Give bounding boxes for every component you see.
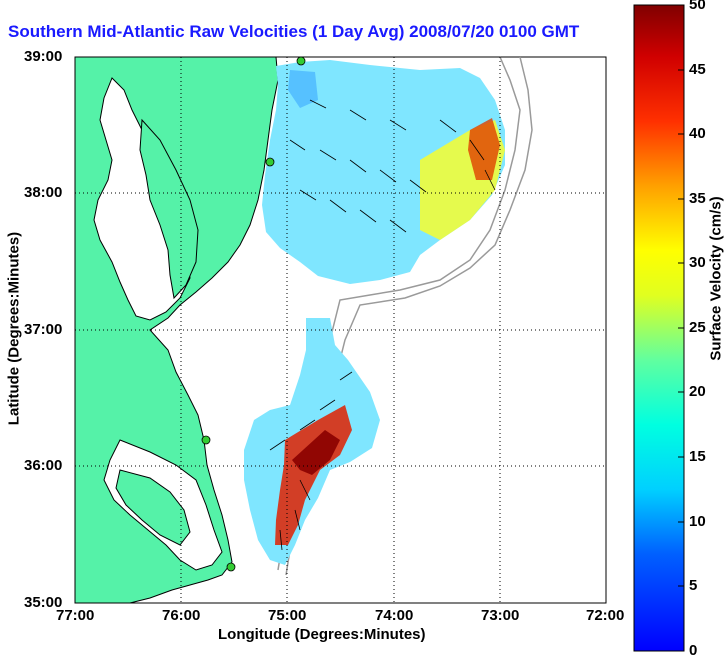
delmarva-peninsula xyxy=(139,118,199,300)
colorbar-tick-label: 40 xyxy=(689,125,706,142)
radar-site-marker xyxy=(201,435,211,445)
x-tick-label: 74:00 xyxy=(375,607,414,624)
velocity-field-south-speed-max xyxy=(292,430,340,475)
y-tick-label: 36:00 xyxy=(24,457,63,474)
colorbar-tick-label: 5 xyxy=(689,577,698,594)
grid-lines xyxy=(75,57,606,603)
radar-site-marker xyxy=(226,562,236,572)
velocity-vectors xyxy=(269,99,496,551)
colorbar-tick-label: 25 xyxy=(689,319,706,336)
colorbar-label: Surface Velocity (cm/s) xyxy=(707,196,724,361)
x-tick-label: 73:00 xyxy=(481,607,520,624)
colorbar-tick-label: 30 xyxy=(689,254,706,271)
colorbar xyxy=(633,4,685,652)
colorbar-tick-label: 0 xyxy=(689,642,698,659)
radar-site-marker xyxy=(265,157,275,167)
land-inset xyxy=(115,469,191,546)
x-axis-label: Longitude (Degrees:Minutes) xyxy=(218,626,426,643)
colorbar-ticks xyxy=(678,4,684,652)
map-title: Southern Mid-Atlantic Raw Velocities (1 … xyxy=(8,22,580,41)
colorbar-tick-label: 15 xyxy=(689,448,706,465)
x-tick-label: 77:00 xyxy=(56,607,95,624)
x-tick-label: 75:00 xyxy=(268,607,307,624)
colorbar-tick-label: 20 xyxy=(689,383,706,400)
x-tick-label: 72:00 xyxy=(586,607,625,624)
y-axis-label: Latitude (Degrees:Minutes) xyxy=(5,231,23,426)
velocity-field-north-speed-max xyxy=(468,118,500,180)
y-tick-label: 35:00 xyxy=(24,594,63,611)
colorbar-tick-label: 50 xyxy=(689,0,706,13)
radar-site-marker xyxy=(296,56,306,66)
colorbar-tick-label: 45 xyxy=(689,61,706,78)
y-tick-label: 39:00 xyxy=(24,48,63,65)
colorbar-tick-label: 35 xyxy=(689,190,706,207)
velocity-field-north-speed-low xyxy=(288,70,318,108)
y-tick-label: 38:00 xyxy=(24,184,63,201)
y-tick-label: 37:00 xyxy=(24,321,63,338)
colorbar-tick-label: 10 xyxy=(689,513,706,530)
x-tick-label: 76:00 xyxy=(162,607,201,624)
